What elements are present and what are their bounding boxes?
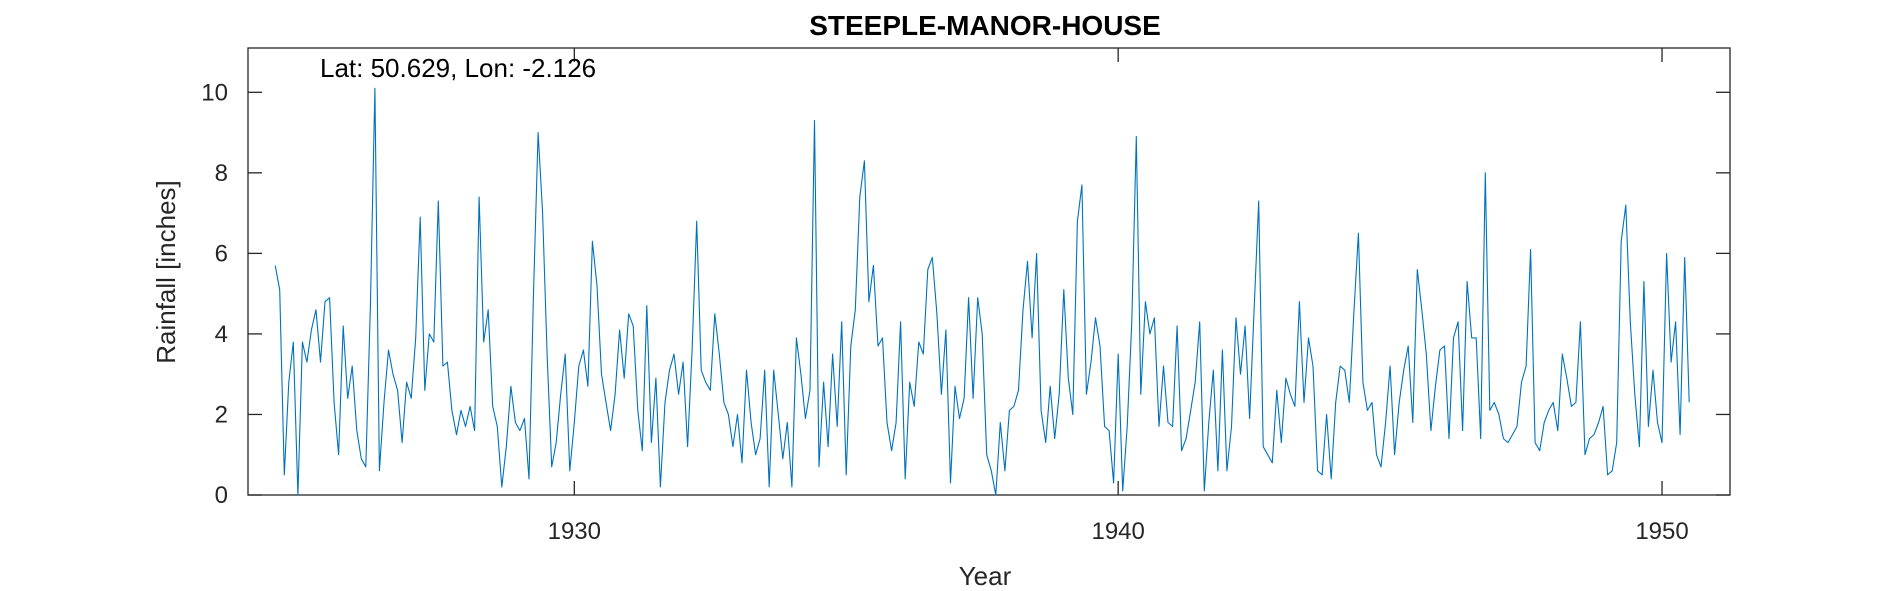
y-tick-label: 10 (201, 79, 228, 106)
y-tick-label: 8 (215, 160, 228, 187)
series-layer (274, 87, 1690, 496)
x-tick-label: 1950 (1635, 518, 1688, 545)
location-annotation: Lat: 50.629, Lon: -2.126 (320, 53, 596, 83)
x-tick-label: 1930 (548, 518, 601, 545)
x-axis-label: Year (959, 561, 1012, 591)
plot-area (247, 47, 1731, 496)
chart-title: STEEPLE-MANOR-HOUSE (809, 10, 1161, 41)
y-tick-label: 2 (215, 401, 228, 428)
y-axis: 0 2 4 6 8 10 (201, 79, 1730, 509)
rainfall-series-line (274, 87, 1690, 496)
axes-box (247, 47, 1731, 496)
x-axis: 1930 1940 1950 (548, 48, 1689, 545)
y-tick-label: 4 (215, 321, 228, 348)
y-tick-label: 0 (215, 482, 228, 509)
y-tick-label: 6 (215, 240, 228, 267)
y-axis-label: Rainfall [inches] (151, 180, 181, 364)
x-tick-label: 1940 (1091, 518, 1144, 545)
